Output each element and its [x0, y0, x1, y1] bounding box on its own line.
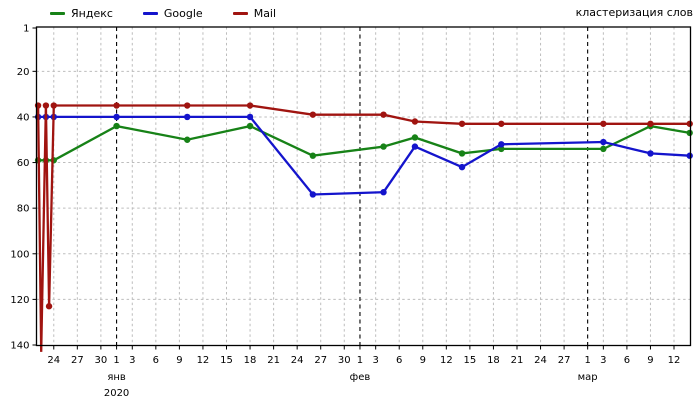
x-axis-label: 24 [47, 355, 60, 366]
y-axis-label: 60 [17, 158, 30, 169]
data-point-яндекс [309, 152, 317, 159]
x-axis-label: 24 [534, 355, 547, 366]
series-line-mail [36, 104, 690, 352]
legend-item-label: Google [163, 7, 203, 20]
data-point-яндекс [600, 145, 607, 153]
mail-line-icon [232, 12, 248, 15]
data-point-mail [45, 303, 53, 310]
x-axis-label: 1 [113, 355, 119, 366]
data-point-яндекс [380, 143, 387, 150]
month-label: мар [578, 372, 598, 383]
x-axis-label: 27 [71, 355, 84, 366]
month-label: янв [107, 372, 126, 383]
data-point-mail [647, 120, 654, 127]
y-axis-label: 80 [17, 204, 30, 215]
data-point-яндекс [498, 145, 505, 153]
data-point-яндекс [113, 122, 120, 130]
x-axis-label: 6 [624, 355, 630, 366]
data-point-mail [498, 120, 505, 127]
data-point-mail [34, 102, 42, 109]
data-point-google [380, 189, 387, 196]
data-point-mail [309, 111, 317, 118]
x-axis-label: 24 [291, 355, 304, 366]
plot-frame [35, 26, 692, 347]
legend-item-mail[interactable]: Mail [232, 7, 277, 20]
data-point-google [458, 163, 466, 171]
x-axis-label: 15 [220, 355, 233, 366]
chart-title: кластеризация слов [575, 6, 693, 19]
x-axis-label: 12 [668, 355, 681, 366]
x-axis-label: 9 [176, 355, 182, 366]
data-point-mail [42, 102, 50, 109]
y-axis-label: 1 [23, 24, 29, 35]
data-point-яндекс [184, 136, 191, 143]
x-axis-label: 15 [464, 355, 477, 366]
y-axis-label: 120 [10, 295, 29, 306]
data-point-google [113, 113, 120, 121]
x-axis-label: 6 [153, 355, 159, 366]
data-point-mail [184, 102, 191, 109]
data-point-mail [246, 102, 254, 109]
x-axis-label: 27 [558, 355, 571, 366]
google-line-icon [142, 12, 158, 15]
x-axis-label: 30 [95, 355, 108, 366]
x-axis-label: 6 [396, 355, 402, 366]
x-axis-label: 3 [129, 355, 135, 366]
legend: Яндекс Google Mail [50, 7, 276, 20]
data-point-google [246, 113, 254, 121]
x-axis-label: 9 [647, 355, 653, 366]
yandex-line-icon [50, 12, 65, 15]
x-axis-label: 18 [487, 355, 500, 366]
series-line-google [38, 115, 690, 196]
y-axis-label: 140 [10, 341, 29, 352]
year-label: 2020 [104, 388, 129, 399]
data-point-яндекс [458, 150, 466, 157]
x-axis-label: 30 [338, 355, 351, 366]
x-axis-label: 21 [511, 355, 524, 366]
legend-item-yandex[interactable]: Яндекс [50, 7, 113, 20]
legend-item-google[interactable]: Google [142, 7, 203, 20]
data-point-mail [411, 118, 419, 125]
legend-item-label: Яндекс [71, 7, 113, 20]
data-point-mail [458, 120, 466, 127]
x-axis-label: 9 [420, 355, 426, 366]
x-axis-label: 18 [244, 355, 257, 366]
x-axis-label: 12 [197, 355, 210, 366]
data-point-google [411, 143, 419, 150]
y-axis-label: 100 [10, 249, 29, 260]
data-point-mail [50, 102, 57, 109]
x-axis-label: 3 [600, 355, 606, 366]
series-line-яндекс [38, 124, 690, 162]
x-axis-label: 3 [372, 355, 378, 366]
data-point-mail [380, 111, 387, 118]
data-point-google [686, 152, 693, 159]
data-point-mail [600, 120, 607, 127]
data-point-google [309, 191, 317, 198]
data-point-яндекс [686, 129, 693, 137]
y-axis-label: 40 [17, 112, 30, 123]
x-axis-label: 21 [267, 355, 280, 366]
data-point-яндекс [246, 122, 254, 130]
y-axis-label: 20 [17, 67, 30, 78]
data-point-яндекс [411, 134, 419, 141]
x-axis-label: 27 [314, 355, 327, 366]
x-axis-label: 12 [440, 355, 453, 366]
data-point-google [600, 138, 607, 146]
data-point-google [498, 141, 505, 148]
x-axis-label: 1 [584, 355, 590, 366]
x-axis-label: 1 [357, 355, 363, 366]
data-point-google [647, 150, 654, 157]
month-label: фев [350, 372, 371, 383]
data-point-mail [686, 120, 693, 127]
data-point-mail [113, 102, 120, 109]
data-point-google [184, 113, 191, 121]
legend-item-label: Mail [253, 7, 277, 20]
